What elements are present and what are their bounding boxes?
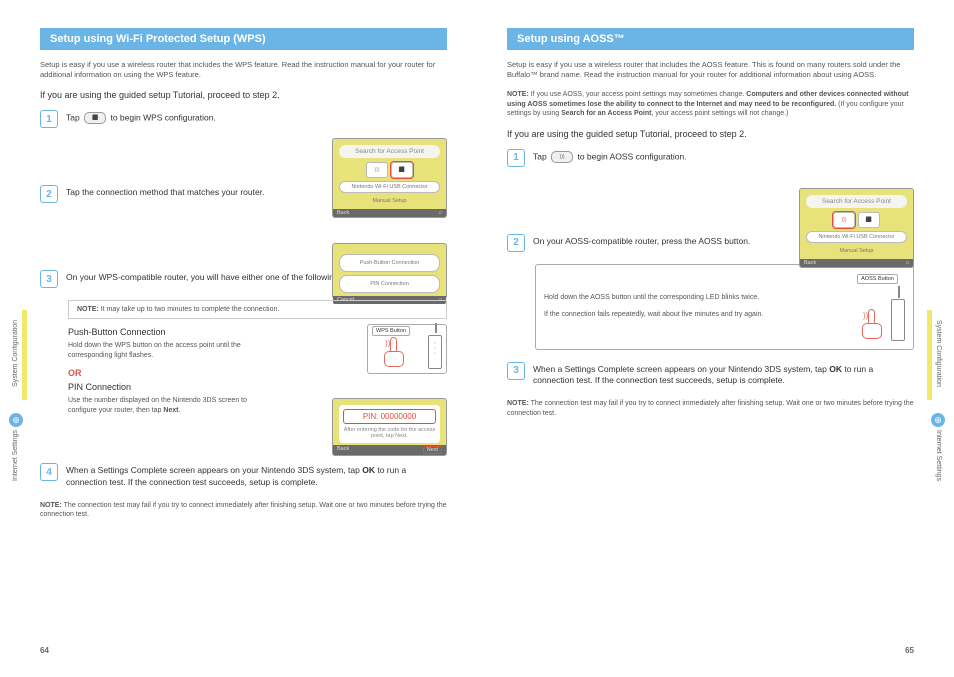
wps-illustration-box: WPS Button )) ••• <box>367 324 447 374</box>
wifi-btn: Nintendo Wi-Fi USB Connector <box>339 181 440 193</box>
step3-content: NOTE: It may take up to two minutes to c… <box>68 300 447 415</box>
step-num: 1 <box>507 149 525 167</box>
step-num: 4 <box>40 463 58 481</box>
side-tab-internet-left: Internet Settings <box>12 430 19 481</box>
ds-search: Search for Access Point <box>806 195 907 208</box>
pin-screenshot: PIN: 00000000 After entering the code fo… <box>332 398 447 456</box>
ds-screen: Search for Access Point ))) ⬛ Nintendo W… <box>799 188 914 268</box>
step-num: 2 <box>40 185 58 203</box>
guide-line: If you are using the guided setup Tutori… <box>507 129 914 139</box>
pin-btn: PIN Connection <box>339 275 440 293</box>
t: If you use AOSS, your access point setti… <box>531 91 747 98</box>
step-body: When a Settings Complete screen appears … <box>66 463 447 489</box>
push-btn: Push-Button Connection <box>339 254 440 272</box>
aoss-btn-label: AOSS Button <box>857 274 898 284</box>
pin-value: PIN: 00000000 <box>343 409 436 424</box>
home-icon: ⌂ <box>906 260 909 266</box>
t: Hold down the AOSS button until the corr… <box>544 293 840 304</box>
step-num: 3 <box>507 362 525 380</box>
aoss-icon: ))) <box>366 162 388 178</box>
intro-text: Setup is easy if you use a wireless rout… <box>507 60 914 80</box>
globe-icon: ⊕ <box>931 413 945 427</box>
side-tab-sysconf-left: System Configuration <box>12 320 19 387</box>
step-num: 1 <box>40 110 58 128</box>
side-highlight-right <box>927 310 932 400</box>
guide-line: If you are using the guided setup Tutori… <box>40 90 447 100</box>
t: Tap <box>533 151 547 161</box>
aoss-illustration-box: Hold down the AOSS button until the corr… <box>535 264 914 350</box>
bottom-note: NOTE: The connection test may fail if yo… <box>40 501 447 520</box>
manual-btn: Manual Setup <box>806 246 907 256</box>
t: When a Settings Complete screen appears … <box>66 465 362 475</box>
ok: OK <box>362 465 375 475</box>
pin-instr: After entering the code for the access p… <box>343 427 436 439</box>
aoss-instr: Hold down the AOSS button until the corr… <box>544 293 840 320</box>
aoss-icon-btn: ))) <box>833 212 855 228</box>
step-1: 1 Tap ))) to begin AOSS configuration. <box>507 149 914 167</box>
aoss-tap-icon: ))) <box>551 151 573 163</box>
t: to begin WPS configuration. <box>110 113 215 123</box>
page-right: Setup using AOSS™ Setup is easy if you u… <box>507 28 914 657</box>
t: If the connection fails repeatedly, wait… <box>544 310 840 321</box>
step-body: When a Settings Complete screen appears … <box>533 362 914 388</box>
back: Back <box>804 260 816 266</box>
side-tab-internet-right: Internet Settings <box>935 430 942 481</box>
page-num: 64 <box>40 646 49 655</box>
step-3: 3 When a Settings Complete screen appear… <box>507 362 914 388</box>
back: Back <box>337 446 349 454</box>
step-body: Tap ))) to begin AOSS configuration. <box>533 149 914 163</box>
t: to begin AOSS configuration. <box>577 151 686 161</box>
section-header-aoss: Setup using AOSS™ <box>507 28 914 50</box>
screenshot-2: Push-Button Connection PIN Connection Ca… <box>332 243 447 299</box>
intro-text: Setup is easy if you use a wireless rout… <box>40 60 447 80</box>
side-highlight-left <box>22 310 27 400</box>
page-left: Setup using Wi-Fi Protected Setup (WPS) … <box>40 28 447 657</box>
pin-heading: PIN Connection <box>68 382 447 392</box>
t: , your access point settings will not ch… <box>651 110 788 117</box>
next: Next <box>423 446 442 454</box>
home-icon: ⌂ <box>439 210 442 216</box>
screenshot-1: Search for Access Point ))) ⬛ Nintendo W… <box>332 138 447 218</box>
aoss-router-draw: AOSS Button )) <box>850 273 905 341</box>
t: Tap <box>66 113 80 123</box>
screenshot-1: Search for Access Point ))) ⬛ Nintendo W… <box>799 188 914 268</box>
wifi-btn: Nintendo Wi-Fi USB Connector <box>806 231 907 243</box>
pin-text: Use the number displayed on the Nintendo… <box>68 396 268 415</box>
step-4: 4 When a Settings Complete screen appear… <box>40 463 447 489</box>
globe-icon: ⊕ <box>9 413 23 427</box>
step-1: 1 Tap ⬛ to begin WPS configuration. <box>40 110 447 128</box>
page-num: 65 <box>905 646 914 655</box>
note-box: NOTE: It may take up to two minutes to c… <box>68 300 447 319</box>
ok: OK <box>829 364 842 374</box>
page-container: Setup using Wi-Fi Protected Setup (WPS) … <box>0 0 954 677</box>
t: NOTE: <box>507 91 531 98</box>
wps-tap-icon: ⬛ <box>84 112 106 124</box>
push-text: Hold down the WPS button on the access p… <box>68 341 268 360</box>
wps-icon: ⬛ <box>858 212 880 228</box>
t: When a Settings Complete screen appears … <box>533 364 829 374</box>
back: Back <box>337 210 349 216</box>
wps-icon-btn: ⬛ <box>391 162 413 178</box>
aoss-top-note: NOTE: If you use AOSS, your access point… <box>507 90 914 118</box>
bottom-note: NOTE: The connection test may fail if yo… <box>507 399 914 418</box>
note-text: It may take up to two minutes to complet… <box>101 306 280 313</box>
step-num: 2 <box>507 234 525 252</box>
ds-screen: Search for Access Point ))) ⬛ Nintendo W… <box>332 138 447 218</box>
side-tab-sysconf-right: System Configuration <box>935 320 942 387</box>
ds-search: Search for Access Point <box>339 145 440 158</box>
t: Search for an Access Point <box>561 110 651 117</box>
step-num: 3 <box>40 270 58 288</box>
manual-btn: Manual Setup <box>339 196 440 206</box>
step-body: Tap ⬛ to begin WPS configuration. <box>66 110 447 124</box>
section-header-wps: Setup using Wi-Fi Protected Setup (WPS) <box>40 28 447 50</box>
method-screen: Push-Button Connection PIN Connection Ca… <box>332 243 447 299</box>
